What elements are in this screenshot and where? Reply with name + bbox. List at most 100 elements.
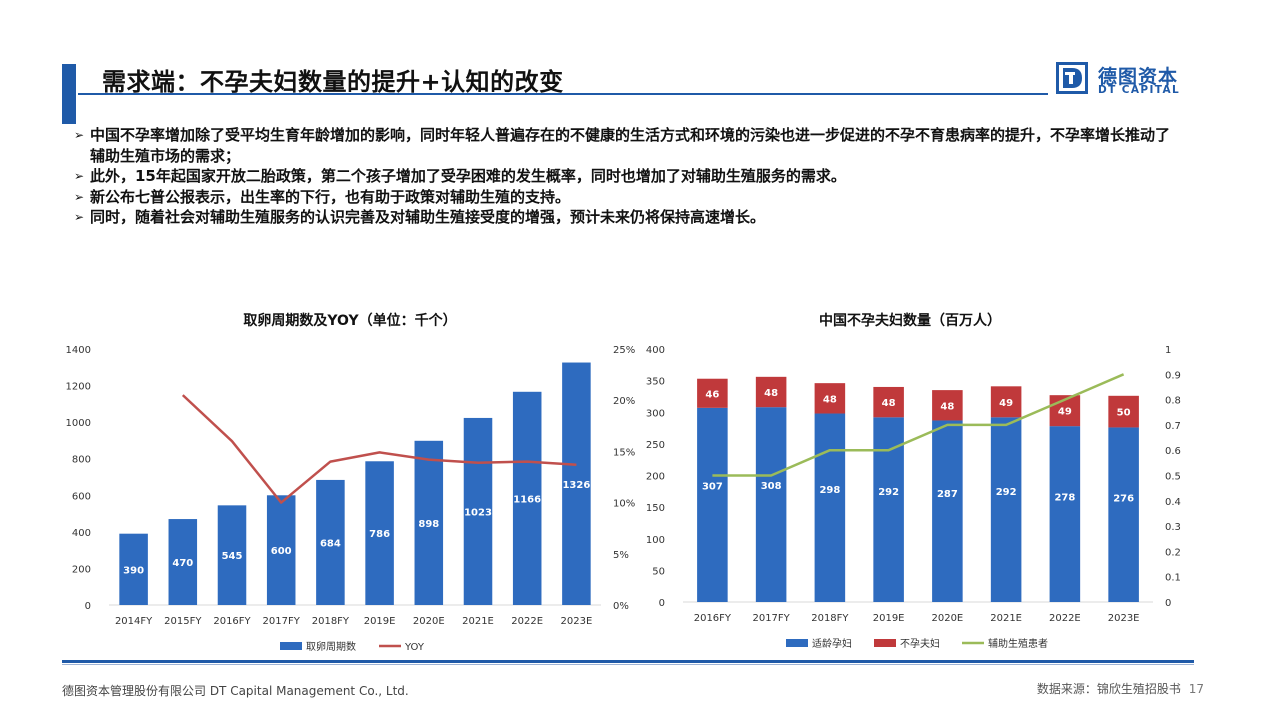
bar <box>316 479 345 605</box>
bar <box>168 519 198 605</box>
bar <box>873 386 904 418</box>
x-tick-label: 2023E <box>1108 613 1140 624</box>
x-tick-label: 2020E <box>931 613 963 624</box>
data-label: 298 <box>819 485 840 496</box>
y-right-tick-label: 0.2 <box>1165 547 1181 558</box>
y-right-tick-label: 1 <box>1165 345 1171 356</box>
footer-divider-thin <box>62 664 1194 665</box>
y-left-tick-label: 400 <box>646 345 665 356</box>
y-right-tick-label: 0.3 <box>1165 522 1181 533</box>
x-tick-label: 2016FY <box>694 613 732 624</box>
x-tick-label: 2020E <box>413 616 445 627</box>
y-right-tick-label: 15% <box>613 447 635 458</box>
y-left-tick-label: 0 <box>85 601 91 612</box>
arrow-bullet-icon: ➢ <box>74 210 85 224</box>
chart1-title: 取卵周期数及YOY（单位：千个） <box>243 313 457 329</box>
y-right-tick-label: 0.5 <box>1165 472 1181 483</box>
bar <box>990 417 1022 602</box>
footer-company: 德图资本管理股份有限公司 DT Capital Management Co., … <box>62 684 409 698</box>
y-left-tick-label: 600 <box>72 491 91 502</box>
bar <box>414 440 444 605</box>
data-label: 49 <box>999 398 1013 409</box>
bar <box>1108 395 1139 428</box>
title-underline <box>78 93 1048 95</box>
bar <box>932 390 963 421</box>
data-label: 1023 <box>464 507 492 518</box>
bar <box>697 378 728 408</box>
bar <box>266 495 296 605</box>
y-left-tick-label: 250 <box>646 440 665 451</box>
y-left-tick-label: 1200 <box>66 382 91 393</box>
bar <box>814 413 846 602</box>
y-left-tick-label: 300 <box>646 408 665 419</box>
data-label: 287 <box>937 489 958 500</box>
y-left-tick-label: 1400 <box>66 345 91 356</box>
y-right-tick-label: 0.1 <box>1165 573 1181 584</box>
data-label: 390 <box>123 565 144 576</box>
data-label: 600 <box>271 546 292 557</box>
bullet-text: 新公布七普公报表示，出生率的下行，也有助于政策对辅助生殖的支持。 <box>90 187 571 206</box>
bar <box>697 407 728 602</box>
bar <box>365 461 394 605</box>
y-right-tick-label: 0.7 <box>1165 421 1181 432</box>
x-tick-label: 2019E <box>873 613 905 624</box>
data-label: 1326 <box>562 480 590 491</box>
bar <box>119 533 148 605</box>
x-tick-label: 2018FY <box>312 616 350 627</box>
data-label: 50 <box>1117 408 1131 419</box>
bar <box>990 386 1022 418</box>
x-tick-label: 2017FY <box>752 613 790 624</box>
y-left-tick-label: 100 <box>646 535 665 546</box>
data-label: 278 <box>1054 492 1075 503</box>
x-tick-label: 2015FY <box>164 616 202 627</box>
series-line <box>181 394 577 504</box>
bullet-item: ➢ 同时，随着社会对辅助生殖服务的认识完善及对辅助生殖接受度的增强，预计未来仍将保… <box>74 207 1184 228</box>
y-right-tick-label: 20% <box>613 396 635 407</box>
source-text: 数据来源：锦欣生殖招股书 <box>1036 682 1181 696</box>
legend-label: 取卵周期数 <box>306 640 356 653</box>
bar <box>873 417 904 602</box>
x-tick-label: 2021E <box>462 616 494 627</box>
bullet-item: ➢ 中国不孕率增加除了受平均生育年龄增加的影响，同时年轻人普遍存在的不健康的生活方… <box>74 125 1184 166</box>
y-left-tick-label: 350 <box>646 377 665 388</box>
bar <box>562 362 591 605</box>
data-label: 48 <box>940 401 954 412</box>
legend-swatch <box>874 639 896 647</box>
y-left-tick-label: 0 <box>659 598 665 609</box>
x-tick-label: 2022E <box>511 616 543 627</box>
data-label: 46 <box>705 389 719 400</box>
arrow-bullet-icon: ➢ <box>74 189 85 204</box>
y-left-tick-label: 800 <box>72 455 91 466</box>
logo-english: DT CAPITAL <box>1098 84 1181 96</box>
bullet-text: 同时，随着社会对辅助生殖服务的认识完善及对辅助生殖接受度的增强，预计未来仍将保持… <box>90 208 766 226</box>
bar <box>814 383 846 414</box>
x-tick-label: 2019E <box>364 616 396 627</box>
data-label: 276 <box>1113 493 1134 504</box>
x-tick-label: 2023E <box>561 616 593 627</box>
x-tick-label: 2016FY <box>213 616 251 627</box>
y-right-tick-label: 0.6 <box>1165 446 1181 457</box>
bar <box>932 420 963 602</box>
legend-label: 适龄孕妇 <box>812 637 852 650</box>
y-right-tick-label: 0.9 <box>1165 370 1181 381</box>
data-label: 684 <box>320 538 341 549</box>
data-label: 898 <box>418 519 439 530</box>
x-tick-label: 2022E <box>1049 613 1081 624</box>
egg-retrieval-chart: 0 200 400 600 800 1000 1200 1400 0% 5% 10% 15% 20% 25… <box>66 345 636 653</box>
y-left-tick-label: 50 <box>652 566 665 577</box>
y-right-tick-label: 0 <box>1165 598 1171 609</box>
data-label: 1166 <box>513 494 541 505</box>
y-right-tick-label: 5% <box>613 550 629 561</box>
legend-label: 辅助生殖患者 <box>988 637 1048 650</box>
x-tick-label: 2021E <box>990 613 1022 624</box>
y-left-tick-label: 1000 <box>66 418 91 429</box>
dt-logo-icon <box>1056 62 1088 94</box>
bar <box>463 417 493 605</box>
bar <box>755 407 787 602</box>
legend-label: 不孕夫妇 <box>900 637 940 650</box>
data-label: 48 <box>823 394 837 405</box>
y-right-tick-label: 0% <box>613 601 629 612</box>
legend-swatch <box>786 639 808 647</box>
chart2-title: 中国不孕夫妇数量（百万人） <box>819 313 1001 329</box>
bar <box>1049 426 1081 602</box>
